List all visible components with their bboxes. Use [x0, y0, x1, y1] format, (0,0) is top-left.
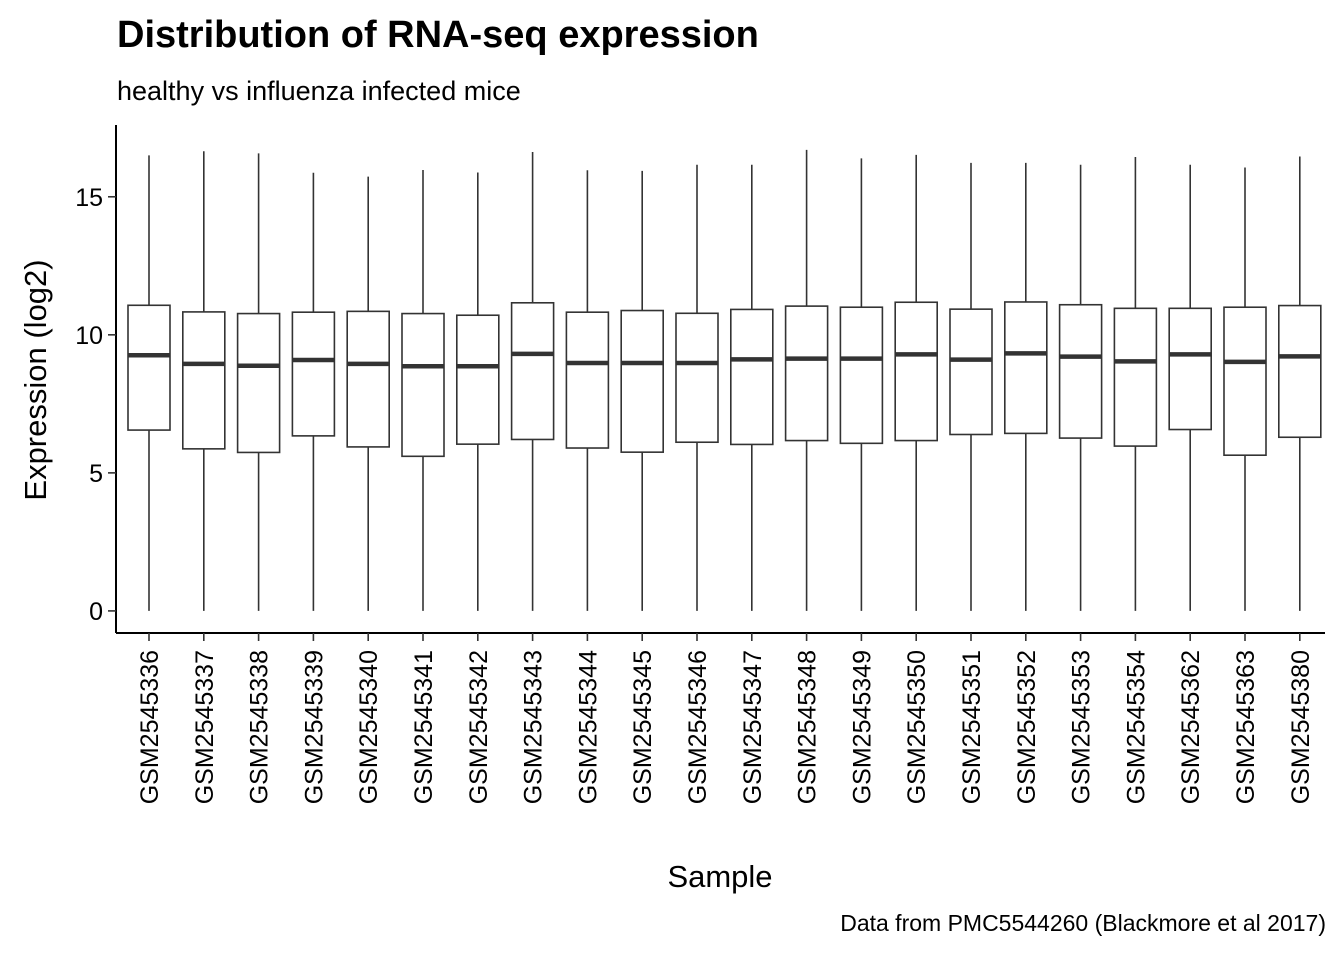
x-ticks: GSM2545336 GSM2545337 GSM2545338 GSM2545339… — [136, 633, 1315, 804]
iqr-box — [291, 311, 336, 437]
x-tick-label: GSM2545344 — [574, 650, 602, 804]
x-tick-label: GSM2545380 — [1287, 650, 1315, 804]
x-tick-label: GSM2545343 — [520, 650, 548, 804]
iqr-box — [620, 309, 665, 453]
x-tick-label: GSM2545352 — [1013, 650, 1041, 804]
box-GSM2545362 — [1168, 164, 1212, 611]
x-tick-label: GSM2545340 — [355, 650, 383, 804]
x-tick-label: GSM2545348 — [794, 650, 822, 804]
iqr-box — [1058, 303, 1103, 439]
iqr-box — [949, 308, 993, 436]
iqr-box — [1278, 304, 1322, 439]
iqr-box — [675, 312, 719, 444]
iqr-box — [1168, 307, 1212, 431]
iqr-box — [784, 305, 829, 442]
y-tick-label: 10 — [75, 322, 103, 350]
iqr-box — [729, 308, 774, 446]
y-tick-label: 5 — [89, 460, 103, 488]
box-GSM2545343 — [510, 152, 555, 611]
x-tick-label: GSM2545354 — [1122, 650, 1150, 804]
iqr-box — [455, 314, 500, 445]
x-tick-label: GSM2545362 — [1177, 650, 1205, 804]
x-tick-label: GSM2545336 — [136, 650, 164, 804]
y-axis-title: Expression (log2) — [18, 259, 53, 500]
x-tick-label: GSM2545349 — [848, 650, 876, 804]
iqr-box — [894, 301, 939, 442]
box-GSM2545380 — [1278, 156, 1322, 611]
box-GSM2545336 — [127, 155, 171, 611]
iqr-box — [1003, 301, 1048, 435]
iqr-box — [839, 306, 884, 445]
x-tick-label: GSM2545363 — [1232, 650, 1260, 804]
x-tick-label: GSM2545338 — [246, 650, 274, 804]
iqr-box — [401, 312, 445, 458]
iqr-box — [510, 301, 555, 441]
iqr-box — [565, 311, 610, 449]
box-GSM2545337 — [182, 151, 226, 611]
box-GSM2545338 — [236, 153, 281, 611]
box-GSM2545349 — [839, 158, 884, 611]
x-tick-label: GSM2545346 — [684, 650, 712, 804]
iqr-box — [1223, 306, 1267, 456]
y-tick-label: 15 — [75, 184, 103, 212]
box-GSM2545340 — [346, 176, 391, 611]
box-GSM2545350 — [894, 154, 939, 611]
chart-caption: Data from PMC5544260 (Blackmore et al 20… — [840, 910, 1326, 936]
box-GSM2545347 — [729, 164, 774, 611]
boxes-layer — [127, 149, 1322, 611]
box-GSM2545342 — [455, 172, 500, 611]
iqr-box — [127, 304, 171, 431]
iqr-box — [346, 310, 391, 448]
x-tick-label: GSM2545342 — [465, 650, 493, 804]
x-tick-label: GSM2545339 — [300, 650, 328, 804]
x-tick-label: GSM2545345 — [629, 650, 657, 804]
box-GSM2545353 — [1058, 164, 1103, 611]
box-GSM2545348 — [784, 149, 829, 611]
box-GSM2545354 — [1113, 157, 1158, 611]
chart-subtitle: healthy vs influenza infected mice — [117, 76, 521, 106]
box-GSM2545339 — [291, 172, 336, 611]
box-GSM2545341 — [401, 170, 445, 611]
box-GSM2545344 — [565, 170, 610, 611]
x-tick-label: GSM2545353 — [1068, 650, 1096, 804]
iqr-box — [182, 311, 226, 450]
x-tick-label: GSM2545347 — [739, 650, 767, 804]
x-axis-title: Sample — [667, 859, 772, 894]
box-GSM2545346 — [675, 164, 719, 611]
y-tick-label: 0 — [89, 598, 103, 626]
x-tick-label: GSM2545341 — [410, 650, 438, 804]
iqr-box — [236, 312, 281, 454]
box-GSM2545363 — [1223, 167, 1267, 611]
box-GSM2545345 — [620, 170, 665, 611]
box-GSM2545351 — [949, 162, 993, 611]
x-tick-label: GSM2545351 — [958, 650, 986, 804]
x-tick-label: GSM2545337 — [191, 650, 219, 804]
iqr-box — [1113, 307, 1158, 447]
box-GSM2545352 — [1003, 162, 1048, 611]
x-tick-label: GSM2545350 — [903, 650, 931, 804]
y-ticks: 0 5 10 15 — [75, 184, 116, 626]
chart-title: Distribution of RNA-seq expression — [117, 14, 759, 56]
